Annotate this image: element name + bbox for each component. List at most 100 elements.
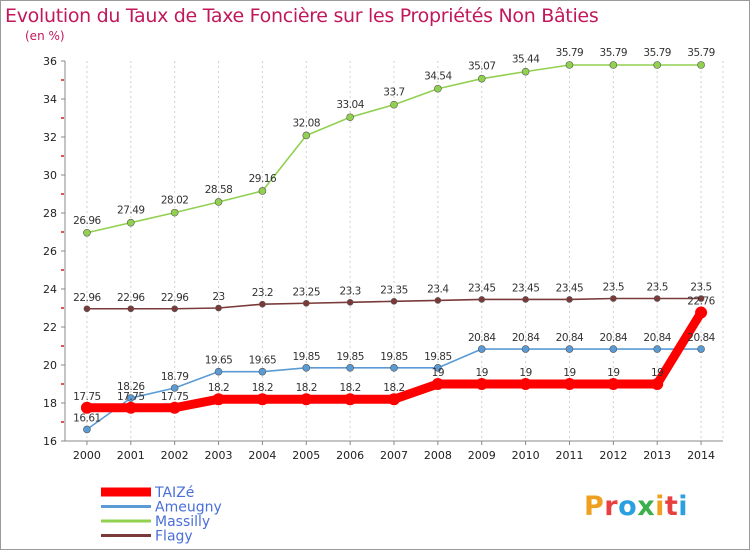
- data-label-massilly-2009: 35.07: [468, 61, 496, 73]
- data-point-taiz-2014: [695, 306, 708, 319]
- legend-label-massilly: Massilly: [155, 514, 210, 530]
- data-point-flagy-2013: [653, 295, 661, 302]
- data-label-flagy-2007: 23.35: [380, 284, 408, 296]
- y-tick-label-28: 28: [43, 207, 57, 220]
- data-point-flagy-2000: [83, 305, 91, 313]
- x-tick-label-2014: 2014: [687, 449, 715, 462]
- data-point-massilly-2001: [127, 218, 135, 227]
- data-label-massilly-2005: 32.08: [292, 117, 320, 129]
- data-point-ameugny-2009: [477, 345, 486, 353]
- data-label-flagy-2001: 22.96: [117, 292, 145, 304]
- data-point-flagy-2012: [610, 295, 617, 302]
- data-label-taiz-2014: 22.76: [687, 296, 715, 308]
- data-label-flagy-2011: 23.45: [556, 282, 584, 294]
- data-point-flagy-2002: [171, 305, 178, 313]
- logo-letter: P: [584, 491, 605, 522]
- data-point-massilly-2000: [83, 228, 91, 237]
- x-tick-label-2011: 2011: [555, 449, 583, 462]
- data-point-ameugny-2002: [170, 384, 179, 392]
- data-label-flagy-2008: 23.4: [427, 283, 449, 295]
- chart-title: Evolution du Taux de Taxe Foncière sur l…: [5, 5, 599, 27]
- data-point-flagy-2014: [697, 295, 705, 302]
- x-tick-label-2012: 2012: [599, 449, 627, 462]
- data-point-ameugny-2011: [565, 345, 574, 353]
- data-label-flagy-2000: 22.96: [73, 292, 101, 304]
- x-tick-label-2008: 2008: [424, 449, 452, 462]
- x-tick-label-2000: 2000: [73, 449, 101, 462]
- logo-letter: i: [655, 491, 665, 522]
- data-point-ameugny-2005: [302, 364, 311, 372]
- data-point-massilly-2003: [214, 198, 223, 206]
- data-label-massilly-2006: 33.04: [336, 99, 364, 111]
- x-tick-label-2010: 2010: [512, 449, 540, 462]
- data-point-taiz-2013: [651, 378, 664, 390]
- data-label-ameugny-2007: 19.85: [380, 351, 408, 363]
- data-label-ameugny-2006: 19.85: [336, 351, 364, 363]
- data-point-flagy-2009: [478, 296, 486, 303]
- data-label-massilly-2000: 26.96: [73, 215, 101, 227]
- x-tick-label-2007: 2007: [380, 449, 408, 462]
- data-label-taiz-2013: 19: [651, 367, 663, 379]
- data-point-flagy-2003: [215, 304, 222, 312]
- data-label-taiz-2006: 18.2: [339, 382, 360, 394]
- data-point-taiz-2000: [80, 401, 93, 414]
- data-label-flagy-2004: 23.2: [252, 287, 273, 299]
- data-label-flagy-2009: 23.45: [468, 282, 496, 294]
- data-point-ameugny-2003: [214, 367, 223, 376]
- data-label-taiz-2001: 17.75: [117, 391, 145, 403]
- data-label-ameugny-2011: 20.84: [556, 332, 584, 344]
- data-label-flagy-2013: 23.5: [647, 282, 668, 294]
- data-point-massilly-2013: [653, 61, 662, 69]
- data-point-massilly-2010: [521, 67, 530, 76]
- data-point-massilly-2005: [302, 131, 311, 140]
- data-point-taiz-2007: [388, 393, 400, 406]
- x-tick-label-2001: 2001: [117, 449, 145, 462]
- data-label-taiz-2005: 18.2: [296, 382, 317, 394]
- data-point-ameugny-2006: [346, 364, 354, 372]
- data-label-ameugny-2013: 20.84: [643, 332, 671, 344]
- data-label-ameugny-2009: 20.84: [468, 332, 496, 344]
- data-label-flagy-2005: 23.25: [292, 286, 320, 298]
- data-label-ameugny-2008: 19.85: [424, 351, 452, 363]
- data-point-flagy-2007: [390, 298, 398, 305]
- data-label-taiz-2010: 19: [519, 367, 531, 379]
- x-tick-label-2005: 2005: [292, 449, 320, 462]
- x-tick-label-2006: 2006: [336, 449, 364, 462]
- unit-label: (en %): [25, 29, 65, 43]
- data-point-taiz-2012: [607, 378, 620, 390]
- y-tick-label-20: 20: [43, 359, 57, 372]
- logo-letter: o: [618, 491, 638, 522]
- data-point-ameugny-2012: [609, 345, 618, 353]
- data-point-ameugny-2004: [258, 367, 267, 376]
- data-label-taiz-2003: 18.2: [208, 382, 229, 394]
- data-label-flagy-2003: 23: [212, 291, 224, 303]
- data-point-massilly-2007: [390, 100, 398, 109]
- x-tick-label-2013: 2013: [643, 449, 671, 462]
- logo-letter: i: [678, 491, 689, 522]
- data-point-massilly-2002: [170, 208, 179, 217]
- data-label-massilly-2002: 28.02: [161, 195, 189, 207]
- data-point-flagy-2011: [566, 296, 573, 303]
- legend-label-taiz: TAIZé: [154, 485, 194, 501]
- data-label-ameugny-2001: 18.26: [117, 381, 145, 393]
- data-label-taiz-2011: 19: [563, 367, 575, 379]
- logo-letter: x: [637, 491, 656, 522]
- data-point-massilly-2008: [434, 84, 442, 93]
- data-label-flagy-2002: 22.96: [161, 292, 189, 304]
- data-label-massilly-2010: 35.44: [512, 54, 540, 66]
- data-point-ameugny-2007: [390, 364, 398, 372]
- y-tick-label-18: 18: [43, 397, 57, 410]
- data-label-taiz-2002: 17.75: [161, 391, 189, 403]
- data-point-massilly-2006: [346, 113, 354, 122]
- logo-letter: t: [664, 491, 679, 522]
- y-tick-label-34: 34: [43, 93, 57, 106]
- y-tick-label-26: 26: [43, 245, 57, 258]
- data-label-flagy-2006: 23.3: [339, 285, 360, 297]
- data-point-flagy-2006: [346, 298, 354, 306]
- data-point-massilly-2004: [258, 187, 267, 195]
- data-point-taiz-2006: [344, 393, 357, 406]
- data-label-ameugny-2003: 19.65: [205, 355, 233, 367]
- data-point-massilly-2011: [565, 61, 574, 69]
- data-point-taiz-2004: [256, 393, 269, 406]
